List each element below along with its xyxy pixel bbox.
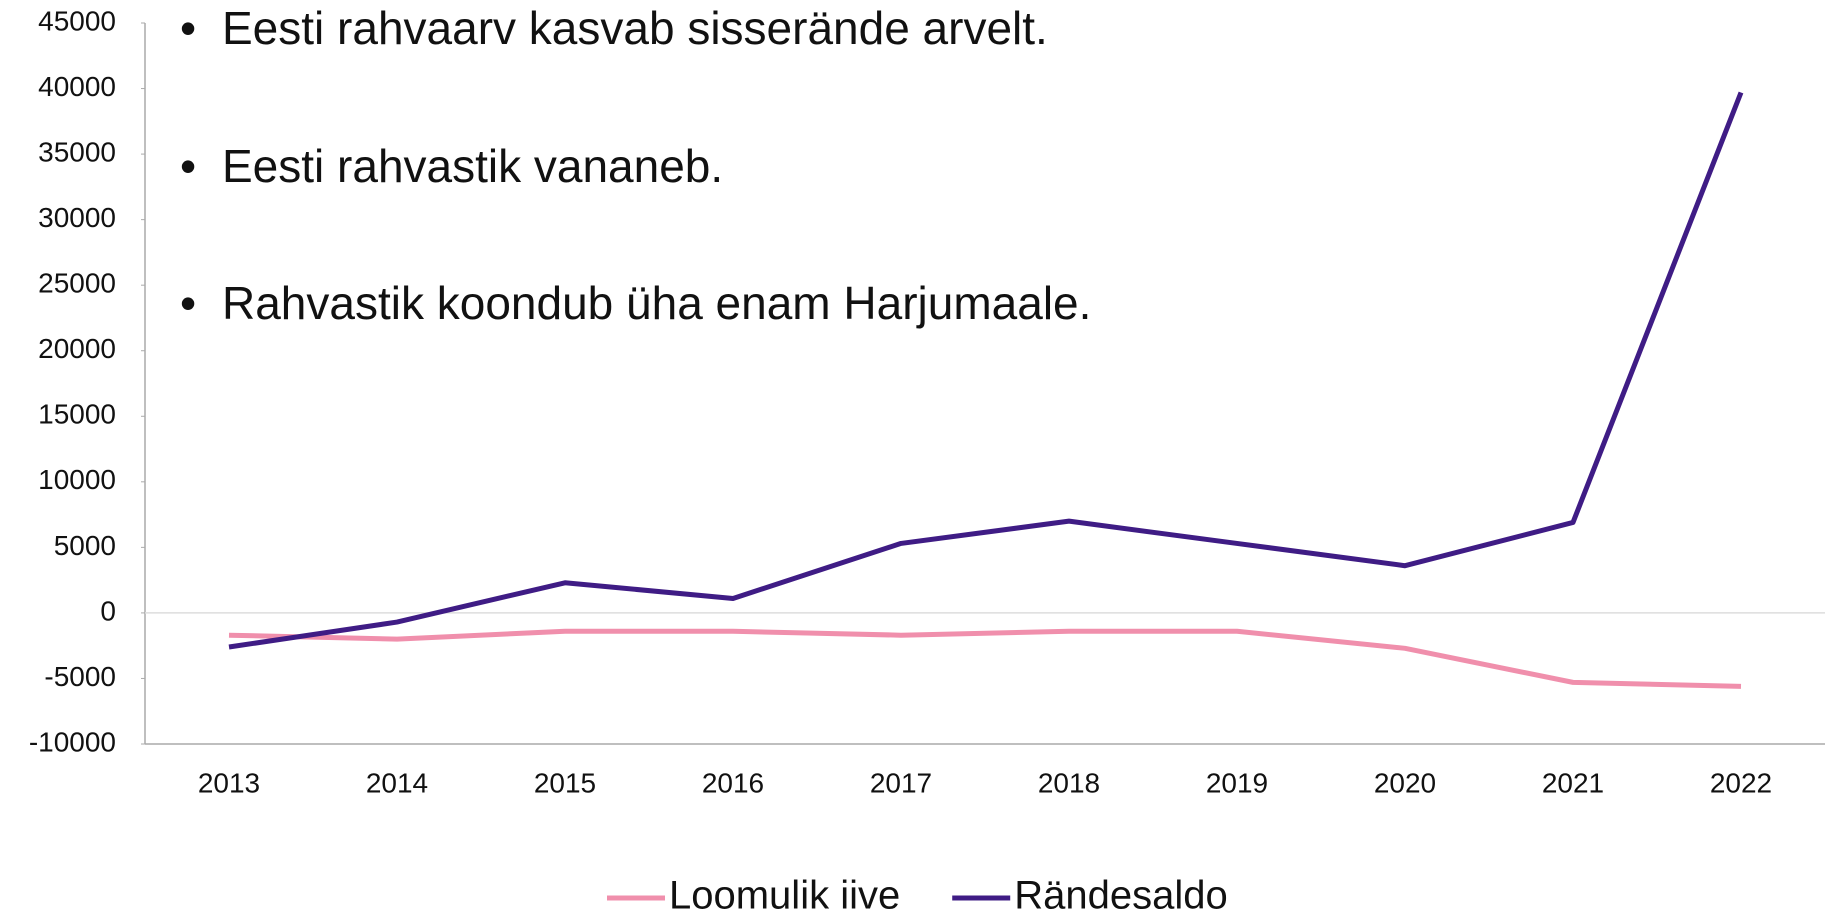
legend-label: Loomulik iive [669, 874, 900, 915]
y-tick-label: 35000 [38, 136, 116, 167]
x-tick-label: 2015 [534, 767, 596, 798]
x-tick-label: 2017 [870, 767, 932, 798]
x-tick-label: 2022 [1710, 767, 1772, 798]
series-line [228, 91, 1744, 650]
x-tick-label: 2018 [1038, 767, 1100, 798]
x-tick-label: 2020 [1374, 767, 1436, 798]
y-tick-label: 20000 [38, 333, 116, 364]
y-tick-label: 0 [100, 595, 116, 626]
y-tick-label: -10000 [29, 726, 116, 757]
x-tick-label: 2016 [702, 767, 764, 798]
y-tick-label: 25000 [38, 268, 116, 299]
bullet-text: Rahvastik koondub üha enam Harjumaale. [222, 277, 1091, 329]
x-tick-label: 2019 [1206, 767, 1268, 798]
bullet-dot: • [180, 140, 196, 192]
y-tick-label: 40000 [38, 71, 116, 102]
y-tick-label: -5000 [44, 661, 116, 692]
series-line [228, 628, 1742, 689]
bullet-dot: • [180, 277, 196, 329]
x-tick-label: 2021 [1542, 767, 1604, 798]
bullet-text: Eesti rahvastik vananeb. [222, 140, 723, 192]
y-tick-label: 30000 [38, 202, 116, 233]
bullet-dot: • [180, 2, 196, 54]
bullets: • Eesti rahvaarv kasvab sisserände arvel… [180, 2, 1091, 329]
y-tick-label: 45000 [38, 5, 116, 36]
y-tick-label: 10000 [38, 464, 116, 495]
y-tick-label: 5000 [54, 530, 116, 561]
bullet-text: Eesti rahvaarv kasvab sisserände arvelt. [222, 2, 1048, 54]
legend-label: Rändesaldo [1014, 874, 1228, 915]
x-tick-label: 2013 [198, 767, 260, 798]
y-tick-label: 15000 [38, 399, 116, 430]
x-tick-label: 2014 [366, 767, 428, 798]
